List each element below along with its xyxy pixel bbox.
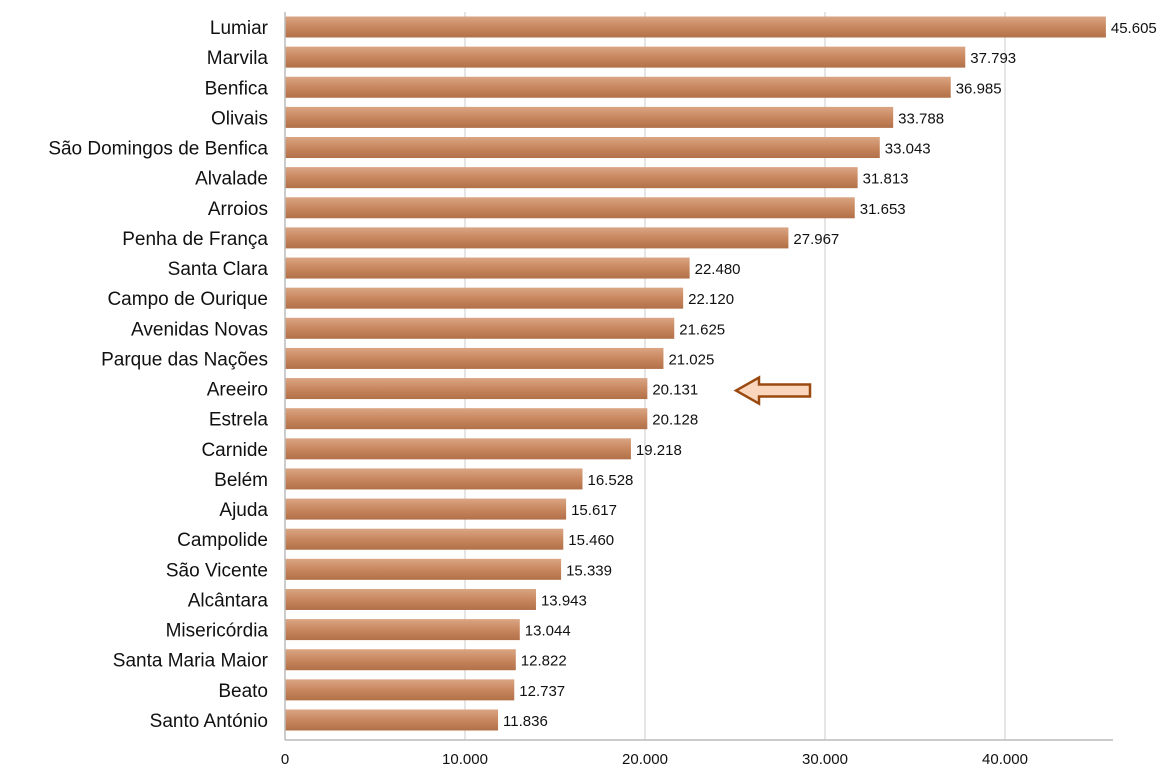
bar-ajuda bbox=[285, 498, 567, 520]
bar-santa-maria-maior bbox=[285, 649, 516, 671]
bar-alvalade bbox=[285, 167, 858, 189]
category-label-beato: Beato bbox=[218, 681, 268, 702]
value-label-santa-maria-maior: 12.822 bbox=[521, 653, 567, 670]
category-label-campo-de-ourique: Campo de Ourique bbox=[107, 289, 268, 310]
x-tick-labels: 0 10.000 20.000 30.000 40.000 bbox=[281, 751, 1028, 768]
category-label-benfica: Benfica bbox=[205, 78, 269, 99]
category-label-alvalade: Alvalade bbox=[195, 169, 268, 190]
bar-santo-antonio bbox=[285, 709, 499, 731]
value-label-carnide: 19.218 bbox=[636, 442, 682, 459]
value-label-beato: 12.737 bbox=[519, 683, 565, 700]
annotation bbox=[733, 375, 812, 406]
category-label-lumiar: Lumiar bbox=[210, 18, 269, 39]
category-label-parque-das-nacoes: Parque das Nações bbox=[101, 349, 268, 370]
value-label-lumiar: 45.605 bbox=[1111, 20, 1157, 37]
value-label-estrela: 20.128 bbox=[652, 412, 698, 429]
gridlines bbox=[464, 12, 1006, 740]
value-label-belem: 16.528 bbox=[588, 472, 634, 489]
value-label-parque-das-nacoes: 21.025 bbox=[668, 351, 714, 368]
bar-parque-das-nacoes bbox=[285, 347, 664, 369]
value-labels: 45.605 37.793 36.985 33.788 33.043 31.813 31.6… bbox=[503, 20, 1157, 730]
bar-campo-de-ourique bbox=[285, 287, 684, 309]
bar-sao-vicente bbox=[285, 558, 562, 580]
value-label-sao-vicente: 15.339 bbox=[566, 562, 612, 579]
value-label-ajuda: 15.617 bbox=[571, 502, 617, 519]
category-labels: Lumiar Marvila Benfica Olivais São Domingos … bbox=[48, 18, 268, 732]
x-tick-label-0: 0 bbox=[281, 751, 289, 768]
category-label-penha-de-franca: Penha de França bbox=[122, 229, 268, 250]
category-label-arroios: Arroios bbox=[208, 199, 268, 220]
x-tick-label-20.000: 20.000 bbox=[622, 751, 668, 768]
bar-sao-domingos-de-benfica bbox=[285, 137, 880, 159]
value-label-misericordia: 13.044 bbox=[525, 623, 571, 640]
bar-olivais bbox=[285, 106, 894, 128]
bar-areeiro bbox=[285, 378, 648, 400]
category-label-santa-maria-maior: Santa Maria Maior bbox=[113, 651, 269, 672]
value-label-marvila: 37.793 bbox=[970, 50, 1016, 67]
value-label-santa-clara: 22.480 bbox=[695, 261, 741, 278]
bar-arroios bbox=[285, 197, 855, 219]
bar-lumiar bbox=[285, 16, 1106, 38]
x-tick-label-30.000: 30.000 bbox=[802, 751, 848, 768]
category-label-olivais: Olivais bbox=[211, 108, 268, 129]
value-label-campolide: 15.460 bbox=[568, 532, 614, 549]
category-label-santo-antonio: Santo António bbox=[150, 711, 268, 732]
category-label-ajuda: Ajuda bbox=[219, 500, 268, 521]
bar-estrela bbox=[285, 408, 648, 430]
bar-avenidas-novas bbox=[285, 317, 675, 339]
bar-beato bbox=[285, 679, 515, 701]
category-label-estrela: Estrela bbox=[209, 410, 269, 431]
value-label-campo-de-ourique: 22.120 bbox=[688, 291, 734, 308]
value-label-alvalade: 31.813 bbox=[863, 171, 909, 188]
category-label-marvila: Marvila bbox=[207, 48, 269, 69]
category-label-sao-vicente: São Vicente bbox=[166, 560, 268, 581]
value-label-penha-de-franca: 27.967 bbox=[793, 231, 839, 248]
x-tick-label-40.000: 40.000 bbox=[982, 751, 1028, 768]
value-label-alcantara: 13.943 bbox=[541, 592, 587, 609]
category-label-misericordia: Misericórdia bbox=[166, 621, 269, 642]
category-label-sao-domingos-de-benfica: São Domingos de Benfica bbox=[48, 139, 268, 160]
value-label-arroios: 31.653 bbox=[860, 201, 906, 218]
axes bbox=[284, 12, 1113, 741]
value-label-areeiro: 20.131 bbox=[652, 382, 698, 399]
bar-santa-clara bbox=[285, 257, 690, 279]
value-label-sao-domingos-de-benfica: 33.043 bbox=[885, 141, 931, 158]
bar-marvila bbox=[285, 46, 966, 68]
bar-carnide bbox=[285, 438, 631, 460]
highlight-arrow-icon bbox=[733, 375, 812, 406]
x-tick-label-10.000: 10.000 bbox=[442, 751, 488, 768]
bar-belem bbox=[285, 468, 583, 490]
bar-benfica bbox=[285, 76, 951, 98]
value-label-benfica: 36.985 bbox=[956, 80, 1002, 97]
bar-alcantara bbox=[285, 588, 536, 610]
bar-penha-de-franca bbox=[285, 227, 789, 249]
category-label-campolide: Campolide bbox=[177, 530, 268, 551]
category-label-alcantara: Alcântara bbox=[188, 590, 269, 611]
value-label-avenidas-novas: 21.625 bbox=[679, 321, 725, 338]
category-label-areeiro: Areeiro bbox=[207, 380, 268, 401]
category-label-belem: Belém bbox=[214, 470, 268, 491]
category-label-avenidas-novas: Avenidas Novas bbox=[131, 319, 268, 340]
category-label-carnide: Carnide bbox=[201, 440, 268, 461]
value-label-olivais: 33.788 bbox=[898, 110, 944, 127]
value-label-santo-antonio: 11.836 bbox=[503, 713, 548, 730]
bar-campolide bbox=[285, 528, 564, 550]
bars bbox=[285, 16, 1106, 731]
category-label-santa-clara: Santa Clara bbox=[168, 259, 269, 280]
bar-misericordia bbox=[285, 619, 520, 641]
